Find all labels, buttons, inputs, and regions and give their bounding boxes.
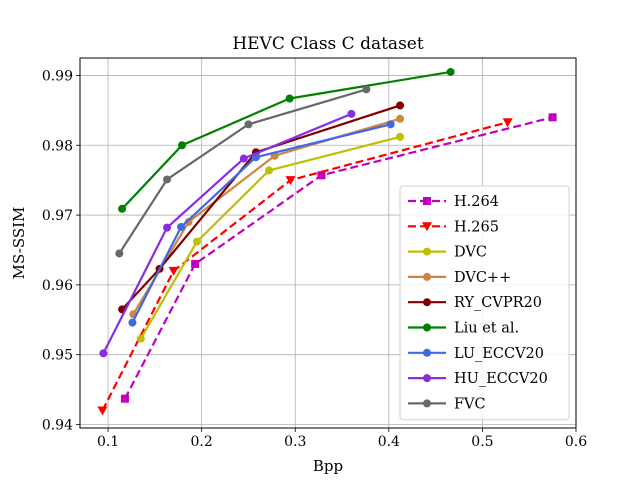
data-point: [97, 406, 108, 416]
data-point: [386, 120, 395, 129]
legend-label: FVC: [454, 396, 486, 412]
legend-label: RY_CVPR20: [454, 295, 542, 311]
data-point: [163, 175, 172, 184]
legend-item: H.264: [408, 194, 499, 210]
data-point: [177, 222, 186, 231]
data-point: [423, 374, 431, 383]
chart-title: HEVC Class C dataset: [232, 34, 424, 54]
legend-label: H.264: [454, 194, 499, 210]
x-axis-label: Bpp: [313, 457, 343, 475]
series-line: [131, 123, 391, 324]
data-point: [347, 109, 356, 118]
series-dvc: [136, 132, 405, 343]
legend-label: H.265: [454, 219, 499, 235]
legend: H.264 H.265 DVC DVC++ RY_CVPR20 Liu et al. LU_…: [399, 185, 570, 421]
data-point: [423, 197, 431, 205]
data-point: [244, 120, 253, 129]
legend-item: FVC: [408, 396, 486, 412]
legend-label: LU_ECCV20: [454, 346, 544, 362]
x-tick-label: 0.3: [284, 434, 306, 450]
data-point: [396, 132, 405, 141]
x-tick-label: 0.2: [191, 434, 213, 450]
series-fvc: [115, 85, 371, 258]
legend-item: DVC: [408, 245, 487, 261]
series-h-264: [120, 113, 557, 403]
data-point: [120, 394, 129, 403]
legend-label: HU_ECCV20: [454, 371, 548, 387]
x-tick-label: 0.5: [471, 434, 493, 450]
data-point: [128, 318, 137, 327]
data-point: [239, 154, 248, 163]
data-point: [423, 298, 431, 307]
data-point: [163, 223, 172, 232]
series-lu-eccv20: [128, 120, 395, 327]
series-hu-eccv20: [99, 109, 356, 358]
y-tick-label: 0.96: [42, 278, 73, 294]
series-line: [121, 70, 451, 210]
legend-item: DVC++: [408, 270, 511, 286]
data-point: [317, 171, 326, 180]
data-point: [362, 85, 371, 94]
data-point: [191, 259, 200, 268]
series-line: [118, 88, 367, 255]
data-point: [168, 266, 179, 276]
series-line: [121, 104, 401, 311]
legend-item: Liu et al.: [408, 321, 519, 337]
data-point: [184, 218, 193, 227]
data-point: [422, 222, 432, 232]
legend-box: [399, 185, 570, 421]
series-line: [123, 116, 553, 400]
data-point: [423, 348, 431, 357]
data-point: [423, 323, 431, 332]
data-point: [423, 399, 431, 408]
y-tick-label: 0.95: [42, 348, 73, 364]
data-point: [178, 141, 187, 150]
data-point: [99, 349, 108, 358]
y-tick-label: 0.94: [42, 418, 73, 434]
legend-item: HU_ECCV20: [408, 371, 548, 387]
x-tick-label: 0.4: [378, 434, 400, 450]
y-tick-label: 0.98: [42, 138, 73, 154]
legend-item: H.265: [408, 219, 499, 235]
series-line: [139, 135, 401, 340]
legend-item: LU_ECCV20: [408, 346, 544, 362]
data-point: [396, 101, 405, 110]
legend-label: DVC++: [454, 270, 511, 286]
legend-label: Liu et al.: [454, 321, 519, 337]
axes-frame: [79, 57, 577, 429]
data-point: [118, 204, 127, 213]
legend-label: DVC: [454, 245, 487, 261]
y-tick-label: 0.99: [42, 68, 73, 84]
data-point: [396, 114, 405, 123]
x-tick-label: 0.6: [565, 434, 587, 450]
data-point: [548, 113, 557, 122]
series-line: [102, 112, 352, 354]
data-point: [115, 249, 124, 258]
data-point: [136, 334, 145, 343]
legend-item: RY_CVPR20: [408, 295, 542, 311]
data-point: [265, 166, 274, 175]
data-point: [423, 247, 431, 256]
data-point: [502, 118, 513, 128]
y-axis-label: MS-SSIM: [10, 207, 28, 280]
data-point: [446, 67, 455, 76]
data-point: [285, 94, 294, 103]
data-point: [423, 272, 431, 281]
data-point: [192, 237, 201, 246]
y-tick-label: 0.97: [42, 208, 73, 224]
series-liu-et-al-: [118, 67, 455, 213]
x-tick-label: 0.1: [97, 434, 119, 450]
data-point: [285, 176, 296, 186]
